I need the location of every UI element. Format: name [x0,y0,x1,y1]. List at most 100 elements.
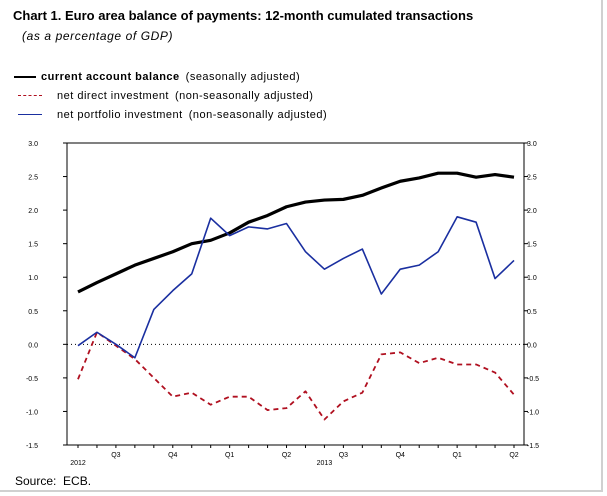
point-portfolio-investment [475,222,476,223]
y-tick-label-right: 3.0 [527,141,537,148]
point-current-account [305,201,306,202]
point-current-account [438,173,439,174]
point-portfolio-investment [286,223,287,224]
point-portfolio-investment [134,357,135,358]
y-tick-label-right: 1.0 [527,275,537,282]
x-tick-label: Q2 [282,452,291,459]
point-direct-investment [457,364,458,365]
y-tick-label-left: 1.5 [28,242,38,249]
point-current-account [475,177,476,178]
point-direct-investment [400,352,401,353]
point-current-account [115,273,116,274]
y-tick-label-right: -1.5 [527,443,539,450]
point-direct-investment [286,407,287,408]
y-tick-label-right: -0.5 [527,376,539,383]
x-tick-label: Q3 [111,452,120,459]
point-direct-investment [77,379,78,380]
point-current-account [267,215,268,216]
point-direct-investment [475,364,476,365]
point-portfolio-investment [381,293,382,294]
y-tick-label-left: 3.0 [28,141,38,148]
point-current-account [513,177,514,178]
point-current-account [381,187,382,188]
legend-swatch-direct-investment [18,95,42,96]
point-portfolio-investment [400,269,401,270]
y-tick-label-left: 0.5 [28,309,38,316]
point-portfolio-investment [96,332,97,333]
point-portfolio-investment [77,345,78,346]
y-tick-label-right: 2.5 [527,175,537,182]
point-portfolio-investment [324,269,325,270]
point-portfolio-investment [153,309,154,310]
point-direct-investment [362,392,363,393]
legend-item-current-account: current account balance (seasonally adju… [14,67,327,86]
point-direct-investment [229,396,230,397]
point-direct-investment [513,394,514,395]
point-current-account [134,265,135,266]
point-portfolio-investment [210,218,211,219]
point-direct-investment [494,372,495,373]
point-current-account [96,282,97,283]
point-current-account [494,174,495,175]
legend-note-portfolio-investment: (non-seasonally adjusted) [188,108,328,121]
point-current-account [400,181,401,182]
point-direct-investment [438,357,439,358]
point-portfolio-investment [172,290,173,291]
y-tick-label-right: 2.0 [527,208,537,215]
point-current-account [457,173,458,174]
point-portfolio-investment [457,216,458,217]
y-tick-label-left: 1.0 [28,275,38,282]
legend-label-portfolio-investment: net portfolio investment [57,108,183,121]
point-portfolio-investment [438,251,439,252]
point-portfolio-investment [248,226,249,227]
y-tick-label-left: -1.0 [26,409,38,416]
point-portfolio-investment [305,251,306,252]
legend-label-direct-investment: net direct investment [57,89,169,102]
legend-swatch-portfolio-investment [18,114,42,115]
y-tick-label-left: -1.5 [26,443,38,450]
legend-item-direct-investment: net direct investment (non-seasonally ad… [14,86,327,105]
chart-subtitle: (as a percentage of GDP) [22,29,174,43]
point-direct-investment [305,391,306,392]
point-current-account [210,240,211,241]
x-tick-label: Q3 [339,452,348,459]
point-direct-investment [248,396,249,397]
source-note: Source: ECB. [15,474,92,488]
point-direct-investment [191,392,192,393]
legend-note-direct-investment: (non-seasonally adjusted) [175,89,314,102]
legend-item-portfolio-investment: net portfolio investment (non-seasonally… [14,105,327,124]
point-direct-investment [134,358,135,359]
x-tick-label: Q1 [225,452,234,459]
legend-swatch-current-account [14,75,36,78]
point-direct-investment [343,401,344,402]
y-tick-label-right: -1.0 [527,409,539,416]
point-current-account [172,251,173,252]
point-current-account [229,232,230,233]
y-tick-label-left: 0.0 [28,342,38,349]
point-portfolio-investment [229,235,230,236]
plot-area-border [66,142,525,446]
x-tick-label: 2013 [317,460,333,467]
y-tick-label-right: 0.5 [527,309,537,316]
y-tick-label-right: 1.5 [527,242,537,249]
point-direct-investment [324,419,325,420]
y-tick-label-left: 2.5 [28,175,38,182]
y-tick-label-left: 2.0 [28,208,38,215]
x-tick-label: Q4 [396,452,405,459]
y-tick-label-right: 0.0 [527,342,537,349]
point-direct-investment [381,354,382,355]
y-tick-label-left: -0.5 [26,376,38,383]
x-tick-label: Q2 [509,452,518,459]
legend-label-current-account: current account balance [41,70,180,83]
point-direct-investment [419,363,420,364]
point-current-account [324,199,325,200]
point-direct-investment [267,410,268,411]
point-direct-investment [210,404,211,405]
series-line-direct-investment [77,331,515,421]
point-current-account [248,222,249,223]
point-direct-investment [153,377,154,378]
point-current-account [343,199,344,200]
point-direct-investment [172,396,173,397]
